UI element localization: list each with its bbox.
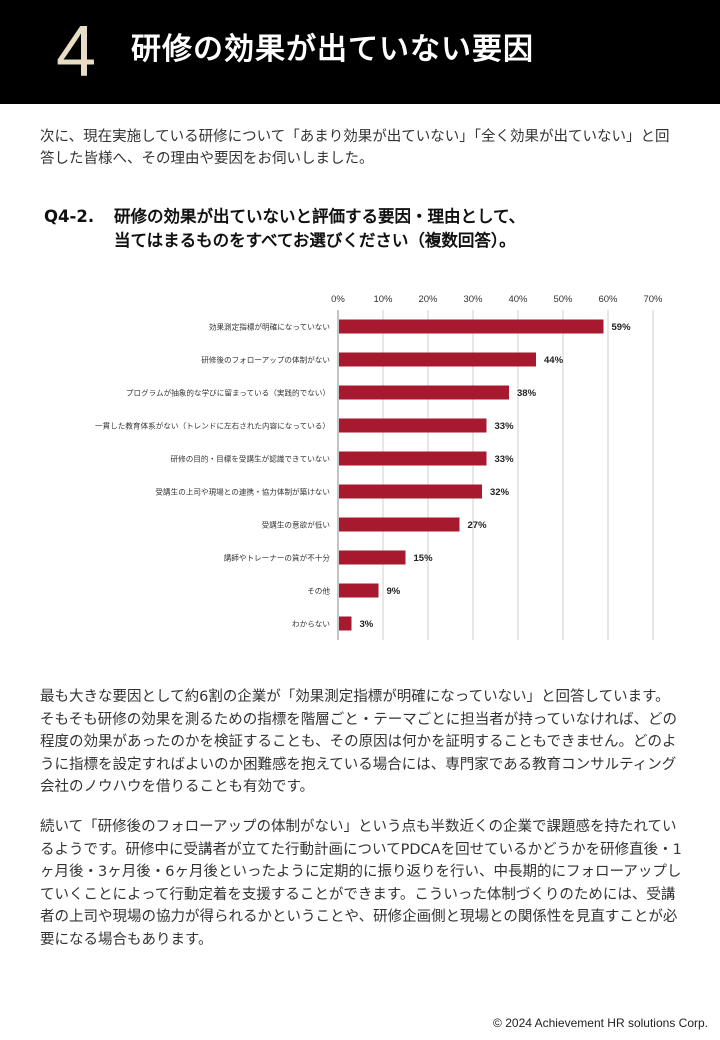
x-tick-label: 50% xyxy=(553,294,573,305)
category-label: 一貫した教育体系がない（トレンドに左右された内容になっている） xyxy=(95,421,330,431)
section-header: 4 研修の効果が出ていない要因 xyxy=(0,0,720,104)
question-line-1: 研修の効果が出ていないと評価する要因・理由として、 xyxy=(114,207,526,226)
value-label: 59% xyxy=(612,322,632,333)
bar xyxy=(339,484,482,499)
category-label: 研修後のフォローアップの体制がない xyxy=(201,355,330,365)
value-label: 44% xyxy=(544,355,564,366)
category-label: 受講生の上司や現場との連携・協力体制が築けない xyxy=(155,487,330,497)
category-label: 効果測定指標が明確になっていない xyxy=(209,322,330,332)
section-number: 4 xyxy=(56,12,97,92)
x-tick-label: 70% xyxy=(643,294,663,305)
value-label: 33% xyxy=(495,421,515,432)
paragraph-2: 続いて「研修後のフォローアップの体制がない」という点も半数近くの企業で課題感を持… xyxy=(40,819,682,948)
category-label: 講師やトレーナーの質が不十分 xyxy=(224,553,331,563)
bar xyxy=(339,352,536,367)
bar xyxy=(339,616,352,631)
x-tick-label: 10% xyxy=(373,294,393,305)
value-label: 33% xyxy=(495,454,515,465)
x-tick-label: 0% xyxy=(331,294,345,305)
question: Q4-2. 研修の効果が出ていないと評価する要因・理由として、 当てはまるものをす… xyxy=(44,205,684,253)
question-number: Q4-2. xyxy=(44,207,95,226)
value-label: 32% xyxy=(490,487,510,498)
bar xyxy=(339,451,487,466)
bar xyxy=(339,550,406,565)
bar xyxy=(339,418,487,433)
copyright: © 2024 Achievement HR solutions Corp. xyxy=(493,1016,708,1030)
paragraph-1: 最も大きな要因として約6割の企業が「効果測定指標が明確になっていない」と回答して… xyxy=(40,689,677,795)
question-line-2: 当てはまるものをすべてお選びください（複数回答）。 xyxy=(114,231,516,250)
x-tick-label: 20% xyxy=(418,294,438,305)
value-label: 38% xyxy=(517,388,537,399)
bar-chart: 0% 10% 20% 30% 40% 50% 60% 70% 59% 効果測定指標が明確になってい… xyxy=(95,294,663,640)
section-title: 研修の効果が出ていない要因 xyxy=(131,32,534,67)
category-label: プログラムが抽象的な学びに留まっている（実践的でない） xyxy=(126,388,330,398)
category-label: その他 xyxy=(307,586,330,596)
value-label: 27% xyxy=(468,520,488,531)
bar xyxy=(339,319,604,334)
x-tick-label: 60% xyxy=(598,294,618,305)
intro-text: 次に、現在実施している研修について「あまり効果が出ていない」「全く効果が出ていな… xyxy=(40,129,670,167)
category-label: 受講生の意欲が低い xyxy=(262,520,330,530)
value-label: 15% xyxy=(414,553,434,564)
x-tick-label: 40% xyxy=(508,294,528,305)
bar xyxy=(339,385,509,400)
value-label: 3% xyxy=(360,619,374,630)
bar xyxy=(339,583,379,598)
value-label: 9% xyxy=(387,586,401,597)
category-label: 研修の目的・目標を受講生が認識できていない xyxy=(171,454,330,464)
bar xyxy=(339,517,460,532)
category-label: わからない xyxy=(292,620,330,629)
x-tick-label: 30% xyxy=(463,294,483,305)
